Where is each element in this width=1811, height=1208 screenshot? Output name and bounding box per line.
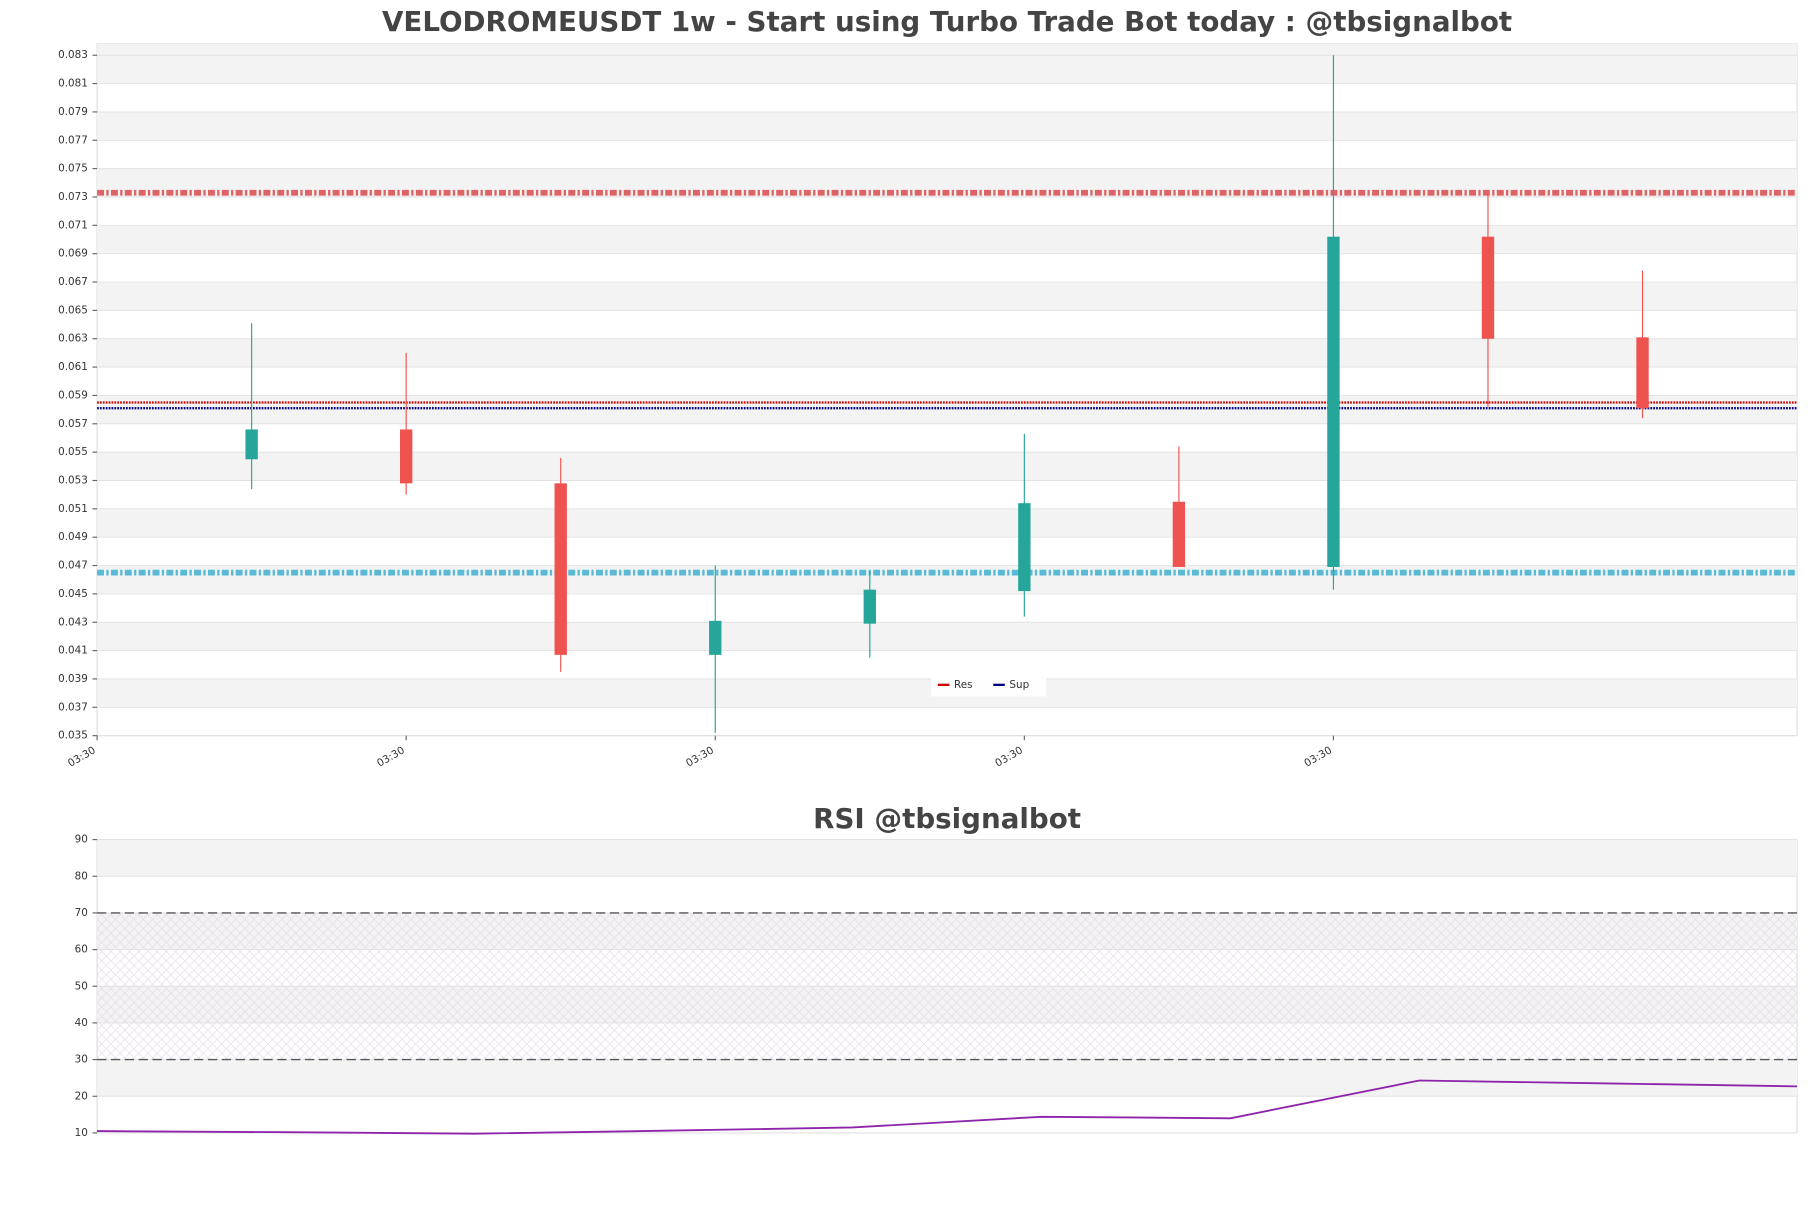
grid-band: [97, 282, 1798, 311]
candle-body: [1172, 501, 1186, 567]
y-tick-label: 0.083: [58, 49, 88, 61]
y-tick-label: 0.057: [58, 418, 88, 430]
grid-band: [97, 839, 1798, 877]
y-tick-label: 50: [75, 980, 88, 992]
y-tick-label: 0.049: [58, 531, 88, 543]
grid-band: [97, 622, 1798, 651]
y-tick-label: 0.039: [58, 673, 88, 685]
plot-frame: [96, 43, 1798, 737]
candle-body: [1327, 236, 1340, 567]
candle-body: [554, 483, 567, 655]
legend-label: Sup: [1009, 679, 1029, 691]
y-tick-label: 0.043: [58, 616, 88, 628]
candle-body: [245, 429, 258, 460]
y-tick-label: 70: [75, 907, 88, 919]
y-tick-label: 0.065: [58, 304, 88, 316]
y-tick-label: 0.041: [58, 645, 88, 657]
y-tick-label: 0.035: [58, 730, 88, 742]
y-tick-label: 40: [75, 1017, 88, 1029]
level-band: [97, 912, 1798, 1060]
candle-body: [1636, 337, 1649, 409]
y-tick-label: 20: [75, 1090, 88, 1102]
y-tick-label: 0.045: [58, 588, 88, 600]
grid-band: [97, 111, 1798, 141]
candle-body: [1018, 503, 1031, 592]
y-tick-label: 10: [75, 1127, 88, 1139]
y-tick-label: 0.051: [58, 503, 88, 515]
y-tick-label: 0.079: [58, 106, 88, 118]
y-tick-label: 0.075: [58, 163, 88, 175]
y-tick-label: 0.053: [58, 474, 88, 486]
chart-title: VELODROMEUSDT 1w - Start using Turbo Tra…: [382, 5, 1512, 38]
y-tick-label: 80: [75, 870, 88, 882]
grid-band: [97, 225, 1798, 254]
legend-box: [930, 673, 1047, 697]
y-tick-label: 0.059: [58, 389, 88, 401]
grid-band: [97, 452, 1798, 481]
candle-body: [863, 589, 876, 624]
chart-title: RSI @tbsignalbot: [813, 802, 1081, 835]
grid-band: [97, 43, 1798, 84]
grid-band: [97, 508, 1798, 538]
y-tick-label: 0.073: [58, 191, 88, 203]
y-tick-label: 0.077: [58, 134, 88, 146]
y-tick-label: 90: [75, 834, 88, 846]
y-tick-label: 0.055: [58, 446, 88, 458]
y-tick-label: 60: [75, 944, 88, 956]
y-tick-label: 0.047: [58, 560, 88, 572]
y-tick-label: 30: [75, 1054, 88, 1066]
y-tick-label: 0.061: [58, 361, 88, 373]
y-tick-label: 0.081: [58, 78, 88, 90]
y-tick-label: 0.069: [58, 248, 88, 260]
rsi-line: [97, 1079, 1798, 1135]
grid-band: [97, 338, 1798, 368]
legend-label: Res: [954, 679, 973, 691]
grid-band: [97, 1059, 1798, 1097]
candle-body: [399, 429, 413, 484]
candle-body: [709, 620, 722, 655]
grid-band: [97, 395, 1798, 424]
y-tick-label: 0.071: [58, 219, 88, 231]
y-tick-label: 0.067: [58, 276, 88, 288]
candle-body: [1481, 236, 1495, 339]
y-tick-label: 0.037: [58, 701, 88, 713]
y-tick-label: 0.063: [58, 333, 88, 345]
